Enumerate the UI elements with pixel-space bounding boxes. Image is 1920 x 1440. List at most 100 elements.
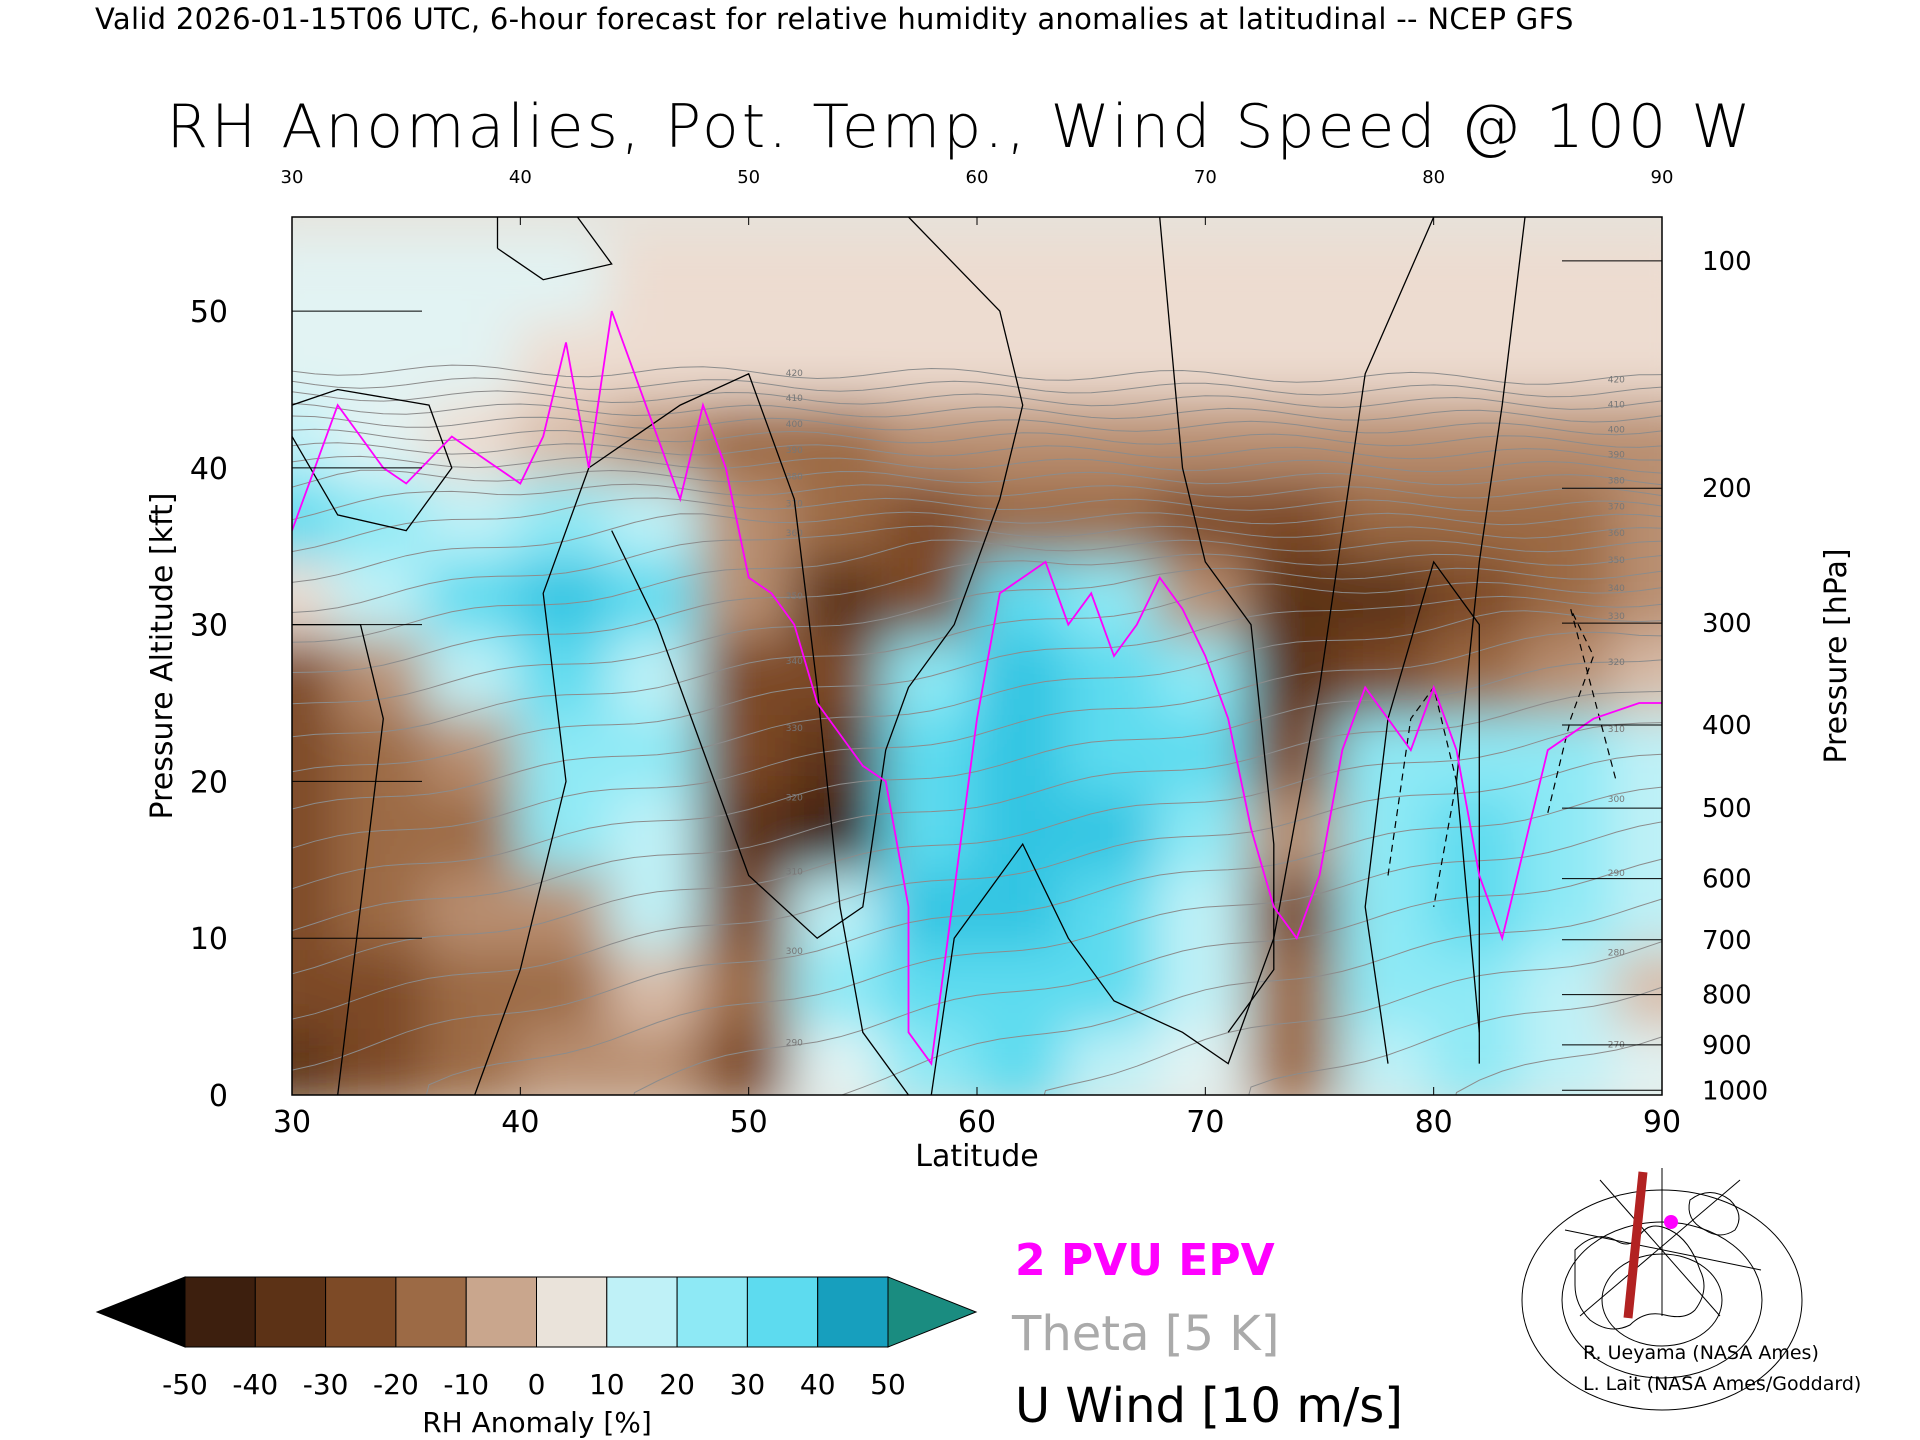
rh-cell [881, 471, 981, 559]
u-wind-line [474, 372, 910, 1095]
x-tick-label-top: 30 [281, 167, 304, 188]
y-tick-label: 0 [209, 1079, 228, 1114]
rh-cell [790, 942, 890, 1029]
theta-line [292, 390, 1662, 410]
rh-cell [516, 628, 616, 715]
theta-line [292, 567, 1662, 705]
theta-line [292, 595, 1662, 773]
rh-cell [881, 785, 981, 872]
chart-title: RH Anomalies, Pot. Temp., Wind Speed @ 1… [166, 92, 1754, 162]
rh-cell [292, 236, 342, 323]
theta-line [292, 610, 1662, 810]
theta-label: 320 [1608, 658, 1625, 668]
rh-cell [1155, 942, 1255, 1029]
u-wind-contours [292, 217, 1617, 1095]
colorbar-segment [325, 1276, 397, 1348]
y-axis-label-left: Pressure Altitude [kft] [145, 493, 180, 820]
theta-label: 410 [786, 394, 803, 404]
theta-line [292, 377, 1662, 398]
rh-cell [425, 628, 525, 715]
theta-label: 350 [1608, 556, 1625, 566]
rh-cell [1064, 785, 1164, 872]
colorbar-under-arrow [95, 1276, 186, 1348]
rh-cell [1247, 942, 1347, 1029]
rh-cell [1064, 314, 1164, 402]
rh-cell [1064, 236, 1164, 323]
rh-cell [1247, 393, 1347, 480]
u-wind-line [1364, 560, 1480, 1064]
rh-cell [333, 628, 433, 715]
rh-cell [1338, 314, 1438, 402]
theta-line [1248, 986, 1662, 1095]
colorbar-tick-label: 50 [870, 1368, 906, 1401]
colorbar-segment [395, 1276, 467, 1348]
colorbar-segment [465, 1276, 538, 1348]
y-tick-label: 30 [190, 609, 228, 644]
rh-cell [1429, 471, 1529, 559]
y-axis-label-right: Pressure [hPa] [1819, 548, 1854, 763]
theta-label: 310 [1608, 725, 1625, 735]
rh-cell [1064, 706, 1164, 794]
theta-label: 360 [786, 529, 803, 539]
theta-label: 400 [1608, 425, 1625, 435]
rh-cell [292, 942, 342, 1029]
rh-cell [699, 1020, 799, 1095]
theta-contour-labels: 270 280 290 290 300 300 310 310 320 320 330 330 340 3… [786, 369, 1625, 1051]
theta-line [292, 428, 1662, 448]
colorbar-segment [184, 1276, 256, 1348]
theta-label: 320 [786, 794, 803, 804]
theta-label: 380 [786, 473, 803, 483]
rh-cell [699, 314, 799, 402]
rh-cell [425, 942, 525, 1029]
rh-cell [607, 1020, 707, 1095]
x-tick-label: 70 [1186, 1105, 1224, 1140]
rh-cell [1155, 314, 1255, 402]
rh-cell [790, 1020, 890, 1095]
colorbar: -50 -40 -30 -20 -10 0 10 20 30 40 50 [95, 1276, 978, 1401]
rh-cell [1338, 863, 1438, 951]
rh-cell [1064, 942, 1164, 1029]
forecast-header: Valid 2026-01-15T06 UTC, 6-hour forecast… [95, 2, 1574, 36]
theta-label: 280 [1608, 949, 1625, 959]
rh-cell [1338, 393, 1438, 480]
rh-cell [1247, 706, 1347, 794]
rh-cell [292, 1020, 342, 1095]
pressure-tick-label: 700 [1702, 926, 1752, 956]
theta-line [292, 402, 1662, 423]
rh-cell [790, 550, 890, 637]
cross-section-track [1623, 1171, 1648, 1319]
rh-cell [516, 236, 616, 323]
rh-cell [881, 393, 981, 480]
rh-cell [1247, 863, 1347, 951]
rh-cell [333, 1020, 433, 1095]
rh-cell [292, 863, 342, 951]
theta-line [292, 659, 1662, 890]
x-tick-label-top: 80 [1422, 167, 1445, 188]
rh-cell [516, 942, 616, 1029]
colorbar-segment [746, 1276, 819, 1348]
colorbar-tick-label: -10 [443, 1368, 489, 1401]
rh-cell [425, 314, 525, 402]
colorbar-segment [676, 1276, 748, 1348]
x-tick-label: 50 [730, 1105, 768, 1140]
theta-line [292, 364, 1662, 385]
theta-line [292, 415, 1662, 436]
rh-cell [1612, 1020, 1662, 1095]
rh-cell [1612, 236, 1662, 323]
colorbar-tick-label: 20 [659, 1368, 695, 1401]
rh-cell [425, 706, 525, 794]
rh-cell [1429, 236, 1529, 323]
u-wind-line [496, 217, 613, 281]
rh-cell [790, 393, 890, 480]
rh-cell [516, 550, 616, 637]
rh-cell [1155, 706, 1255, 794]
rh-cell [1155, 236, 1255, 323]
pressure-tick-label: 600 [1702, 865, 1752, 895]
rh-cell [699, 942, 799, 1029]
rh-cell [881, 236, 981, 323]
legend-u-wind: U Wind [10 m/s] [1015, 1378, 1403, 1434]
pressure-tick-label: 300 [1702, 609, 1752, 639]
theta-label: 420 [1608, 376, 1625, 386]
rh-cell [607, 785, 707, 872]
location-marker [1664, 1215, 1678, 1229]
